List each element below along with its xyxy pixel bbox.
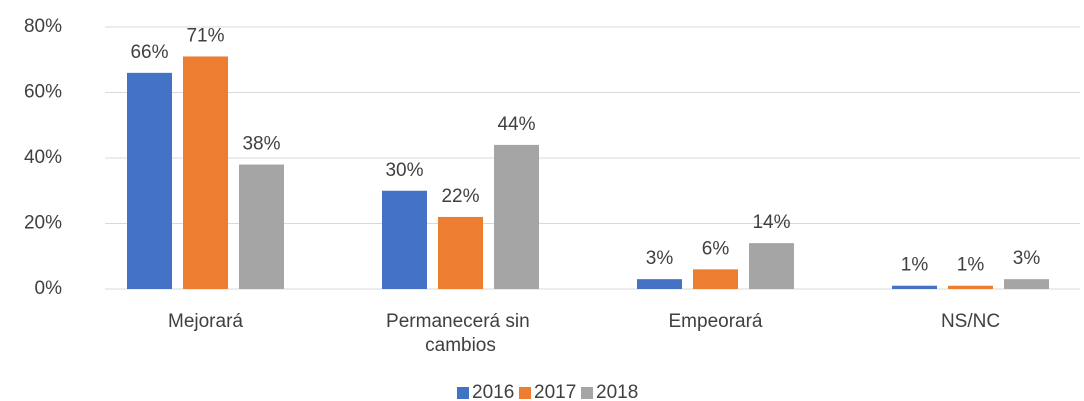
- value-label: 1%: [957, 255, 985, 276]
- bar: [239, 164, 284, 289]
- y-tick-label: 40%: [24, 147, 62, 168]
- y-tick-label: 0%: [35, 278, 63, 299]
- bar: [382, 190, 427, 289]
- value-label: 38%: [242, 134, 280, 155]
- value-label: 6%: [702, 238, 730, 259]
- legend-label: 2017: [534, 382, 576, 401]
- value-label: 3%: [646, 248, 674, 269]
- bar: [637, 279, 682, 289]
- x-tick-label: NS/NC: [941, 311, 1000, 332]
- value-label: 44%: [497, 114, 535, 135]
- legend-label: 2016: [472, 382, 514, 401]
- y-tick-label: 20%: [24, 213, 62, 234]
- bar: [127, 72, 172, 289]
- value-label: 3%: [1013, 248, 1041, 269]
- bar: [438, 216, 483, 289]
- value-label: 66%: [130, 42, 168, 63]
- legend-swatch: [581, 387, 593, 399]
- bar: [693, 269, 738, 289]
- value-label: 71%: [186, 25, 224, 46]
- bar: [494, 144, 539, 289]
- value-label: 30%: [385, 160, 423, 181]
- value-label: 1%: [901, 255, 929, 276]
- bar: [749, 243, 794, 289]
- bar: [1004, 279, 1049, 289]
- legend-label: 2018: [596, 382, 638, 401]
- bar: [892, 285, 937, 289]
- y-tick-label: 60%: [24, 82, 62, 103]
- bar: [183, 56, 228, 289]
- y-tick-label: 80%: [24, 16, 62, 37]
- x-tick-label: Permanecerá sin cambios: [386, 311, 535, 356]
- value-label: 14%: [752, 212, 790, 233]
- legend-swatch: [457, 387, 469, 399]
- x-tick-label: Empeorará: [669, 311, 763, 332]
- x-tick-label: Mejorará: [168, 311, 243, 332]
- value-label: 22%: [441, 186, 479, 207]
- legend-swatch: [519, 387, 531, 399]
- bar: [948, 285, 993, 289]
